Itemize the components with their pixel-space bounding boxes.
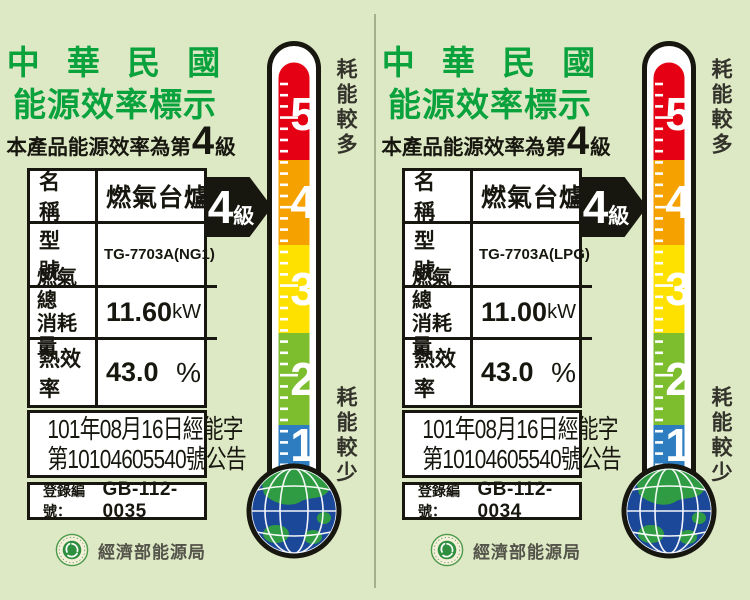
energy-label-ng1: 中 華 民 國 能源效率標示 本產品能源效率為第 4 級 名 稱 燃氣台爐 型 … — [0, 41, 357, 567]
level-4-number: 4 — [665, 176, 691, 228]
efficiency-statement: 本產品能源效率為第 4 級 — [375, 119, 617, 163]
energy-label-lpg: 中 華 民 國 能源效率標示 本產品能源效率為第 4 級 名 稱 燃氣台爐 型 … — [375, 0, 750, 600]
registration-number: GB-112-0034 — [477, 479, 553, 522]
agency-row: 經濟部能源局 — [55, 533, 206, 567]
thermal-efficiency-unit: % — [176, 356, 201, 388]
scale-ticks — [655, 82, 673, 478]
level-3-number: 3 — [290, 263, 316, 315]
label-title: 能源效率標示 — [388, 86, 592, 123]
registration-label: 登錄編號： — [418, 483, 460, 519]
spec-row-consumption-label: 燃氣總 消耗量 — [405, 267, 470, 358]
spec-row-consumption-value: 11.60 kW — [95, 285, 217, 337]
announcement-box: 101年08月16日經能字 第10104605540號公告 — [402, 410, 622, 478]
spec-row-name-value: 燃氣台爐 — [95, 171, 217, 221]
registration-label: 登錄編號： — [43, 483, 85, 519]
announcement-line1: 101年08月16日經能字 — [422, 414, 618, 444]
thermometer: 5 4 3 2 1 — [246, 41, 342, 559]
spec-row-consumption-label: 燃氣總 消耗量 — [30, 267, 95, 358]
spec-row-name-label: 名 稱 — [414, 171, 456, 224]
grade-arrow-suffix: 級 — [608, 205, 630, 228]
level-5-segment — [278, 62, 310, 160]
efficiency-grade: 4 — [191, 119, 215, 163]
consumption-unit: kW — [172, 301, 201, 323]
level-3-number: 3 — [665, 263, 691, 315]
level-5-number: 5 — [665, 88, 691, 140]
grade-arrow-suffix: 級 — [233, 205, 255, 228]
bureau-of-energy-seal-icon — [55, 533, 89, 567]
consumption-unit: kW — [547, 301, 576, 323]
spec-row-efficiency-label: 熱效率 — [30, 337, 95, 405]
efficiency-prefix: 本產品能源效率為第 — [6, 136, 191, 159]
consumption-number: 11.00 — [481, 297, 548, 327]
globe-bulb-icon — [621, 463, 717, 559]
registration-number: GB-112-0035 — [102, 479, 178, 522]
spec-table: 名 稱 燃氣台爐 型 號 TG-7703A(LPG) 燃氣總 消耗量 11.00… — [402, 168, 592, 408]
spec-row-model-value: TG-7703A(LPG) — [470, 221, 592, 285]
announcement-line2: 第10104605540號公告 — [47, 444, 246, 474]
spec-row-model-value: TG-7703A(NG1) — [95, 221, 217, 285]
registration-box: 登錄編號： GB-112-0035 — [27, 479, 207, 522]
level-2-number: 2 — [290, 353, 316, 405]
grade-arrow-number: 4 — [207, 181, 234, 233]
level-1-number: 1 — [290, 419, 316, 471]
agency-name: 經濟部能源局 — [473, 542, 581, 562]
efficiency-suffix: 級 — [215, 136, 236, 159]
spec-row-model-label: 型 號 — [405, 221, 470, 285]
country-title: 中 華 民 國 — [6, 44, 224, 81]
efficiency-suffix: 級 — [590, 136, 611, 159]
spec-row-efficiency-label: 熱效率 — [405, 337, 470, 405]
registration-box: 登錄編號： GB-112-0034 — [402, 479, 582, 522]
less-energy-label: 耗能較少 — [709, 386, 732, 486]
agency-name: 經濟部能源局 — [98, 542, 206, 562]
announcement-line1: 101年08月16日經能字 — [47, 414, 243, 444]
level-2-number: 2 — [665, 353, 691, 405]
bureau-of-energy-seal-icon — [430, 533, 464, 567]
spec-row-efficiency-value: 43.0 % — [95, 337, 217, 405]
spec-row-name-value: 燃氣台爐 — [470, 171, 592, 221]
label-divider — [374, 14, 376, 588]
country-title: 中 華 民 國 — [381, 44, 599, 81]
thermometer: 5 4 3 2 1 — [621, 41, 717, 559]
globe-bulb-icon — [246, 463, 342, 559]
level-5-segment — [653, 62, 685, 160]
efficiency-grade: 4 — [566, 119, 590, 163]
less-energy-label: 耗能較少 — [334, 386, 357, 486]
thermal-efficiency-number: 43.0 — [106, 357, 159, 387]
thermal-efficiency-unit: % — [551, 356, 576, 388]
level-1-number: 1 — [665, 419, 691, 471]
efficiency-statement: 本產品能源效率為第 4 級 — [0, 119, 242, 163]
agency-row: 經濟部能源局 — [430, 533, 581, 567]
level-5-number: 5 — [290, 88, 316, 140]
more-energy-label: 耗能較多 — [334, 58, 357, 158]
spec-row-name-label: 名 稱 — [39, 171, 81, 224]
announcement-box: 101年08月16日經能字 第10104605540號公告 — [27, 410, 247, 478]
efficiency-prefix: 本產品能源效率為第 — [381, 136, 566, 159]
thermal-efficiency-number: 43.0 — [481, 357, 534, 387]
level-4-number: 4 — [290, 176, 316, 228]
announcement-line2: 第10104605540號公告 — [422, 444, 621, 474]
spec-row-model-label: 型 號 — [30, 221, 95, 285]
consumption-number: 11.60 — [106, 297, 173, 327]
spec-row-consumption-value: 11.00 kW — [470, 285, 592, 337]
spec-table: 名 稱 燃氣台爐 型 號 TG-7703A(NG1) 燃氣總 消耗量 11.60… — [27, 168, 217, 408]
more-energy-label: 耗能較多 — [709, 58, 732, 158]
label-title: 能源效率標示 — [13, 86, 217, 123]
grade-arrow-number: 4 — [582, 181, 609, 233]
spec-row-efficiency-value: 43.0 % — [470, 337, 592, 405]
